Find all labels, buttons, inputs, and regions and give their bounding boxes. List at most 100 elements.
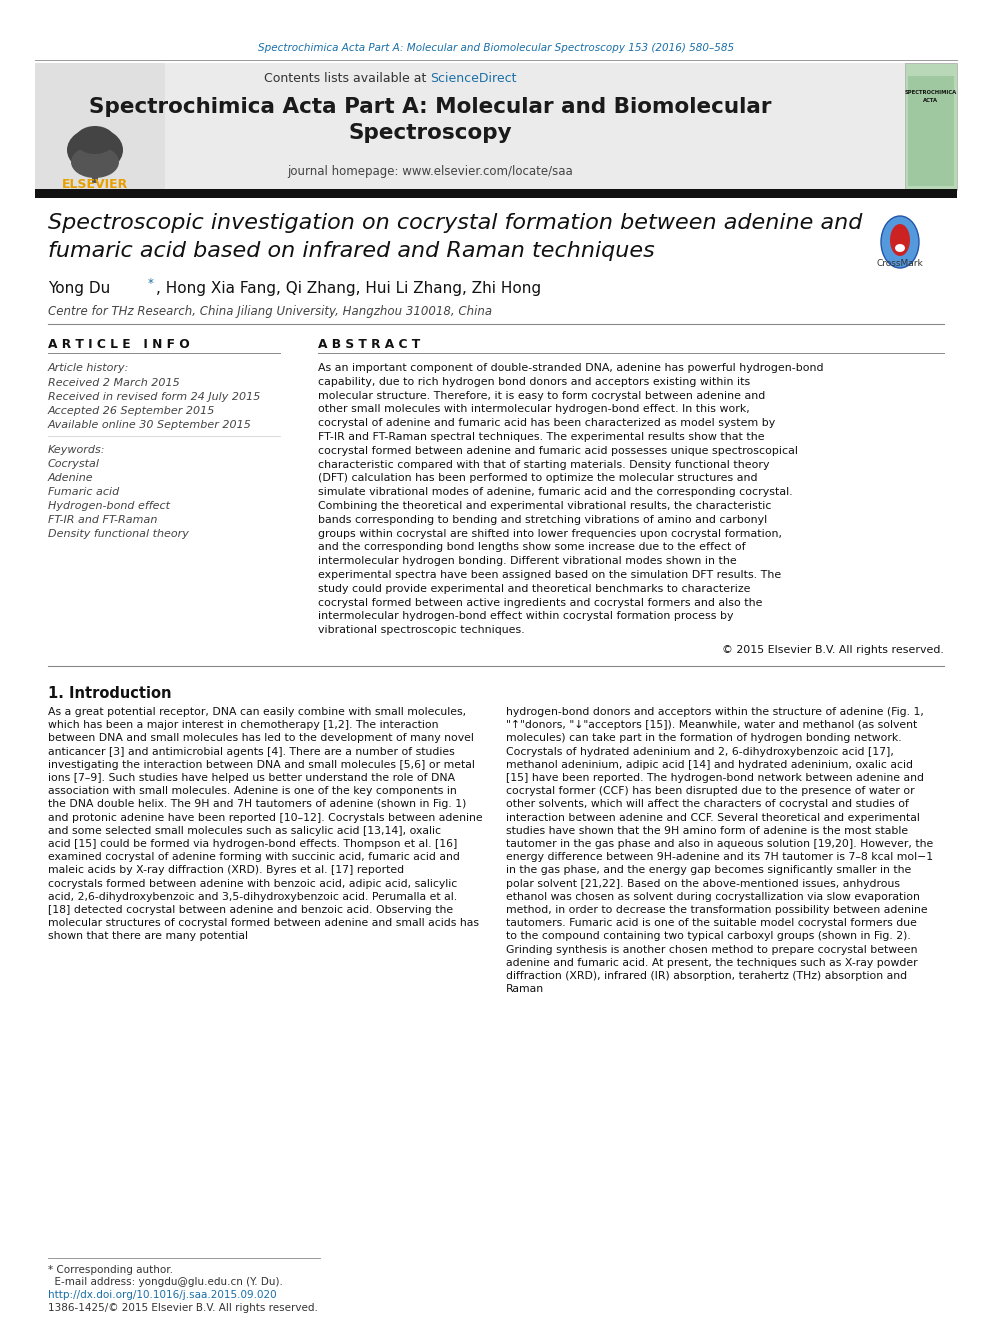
Text: ethanol was chosen as solvent during cocrystallization via slow evaporation: ethanol was chosen as solvent during coc…	[506, 892, 920, 902]
Text: cocrystal formed between adenine and fumaric acid possesses unique spectroscopic: cocrystal formed between adenine and fum…	[318, 446, 798, 456]
Text: journal homepage: www.elsevier.com/locate/saa: journal homepage: www.elsevier.com/locat…	[287, 165, 572, 179]
Text: cocrystal former (CCF) has been disrupted due to the presence of water or: cocrystal former (CCF) has been disrupte…	[506, 786, 915, 796]
Text: Cocrystal: Cocrystal	[48, 459, 100, 468]
Text: energy difference between 9H-adenine and its 7H tautomer is 7–8 kcal mol−1: energy difference between 9H-adenine and…	[506, 852, 933, 863]
Text: characteristic compared with that of starting materials. Density functional theo: characteristic compared with that of sta…	[318, 459, 770, 470]
Text: acid [15] could be formed via hydrogen-bond effects. Thompson et al. [16]: acid [15] could be formed via hydrogen-b…	[48, 839, 457, 849]
Text: (DFT) calculation has been performed to optimize the molecular structures and: (DFT) calculation has been performed to …	[318, 474, 758, 483]
Ellipse shape	[71, 146, 119, 179]
Text: Fumaric acid: Fumaric acid	[48, 487, 119, 497]
Text: Hydrogen-bond effect: Hydrogen-bond effect	[48, 501, 170, 511]
Text: A B S T R A C T: A B S T R A C T	[318, 337, 421, 351]
Text: Received 2 March 2015: Received 2 March 2015	[48, 378, 180, 388]
Text: experimental spectra have been assigned based on the simulation DFT results. The: experimental spectra have been assigned …	[318, 570, 782, 579]
Text: maleic acids by X-ray diffraction (XRD). Byres et al. [17] reported: maleic acids by X-ray diffraction (XRD).…	[48, 865, 404, 876]
Text: Article history:: Article history:	[48, 363, 129, 373]
Text: tautomers. Fumaric acid is one of the suitable model cocrystal formers due: tautomers. Fumaric acid is one of the su…	[506, 918, 917, 929]
Text: A R T I C L E   I N F O: A R T I C L E I N F O	[48, 337, 189, 351]
Ellipse shape	[67, 128, 123, 172]
Text: and some selected small molecules such as salicylic acid [13,14], oxalic: and some selected small molecules such a…	[48, 826, 441, 836]
Text: cocrystal of adenine and fumaric acid has been characterized as model system by: cocrystal of adenine and fumaric acid ha…	[318, 418, 776, 429]
Text: Keywords:: Keywords:	[48, 445, 105, 455]
Text: acid, 2,6-dihydroxybenzoic and 3,5-dihydroxybenzoic acid. Perumalla et al.: acid, 2,6-dihydroxybenzoic and 3,5-dihyd…	[48, 892, 457, 902]
Text: As an important component of double-stranded DNA, adenine has powerful hydrogen-: As an important component of double-stra…	[318, 363, 823, 373]
Text: Spectrochimica Acta Part A: Molecular and Biomolecular Spectroscopy 153 (2016) 5: Spectrochimica Acta Part A: Molecular an…	[258, 44, 734, 53]
Text: association with small molecules. Adenine is one of the key components in: association with small molecules. Adenin…	[48, 786, 456, 796]
Text: study could provide experimental and theoretical benchmarks to characterize: study could provide experimental and the…	[318, 583, 751, 594]
Text: SPECTROCHIMICA: SPECTROCHIMICA	[905, 90, 957, 94]
Text: Adenine: Adenine	[48, 474, 93, 483]
Text: investigating the interaction between DNA and small molecules [5,6] or metal: investigating the interaction between DN…	[48, 759, 475, 770]
Text: , Hong Xia Fang, Qi Zhang, Hui Li Zhang, Zhi Hong: , Hong Xia Fang, Qi Zhang, Hui Li Zhang,…	[156, 280, 541, 295]
Text: intermolecular hydrogen bonding. Different vibrational modes shown in the: intermolecular hydrogen bonding. Differe…	[318, 556, 737, 566]
Text: Combining the theoretical and experimental vibrational results, the characterist: Combining the theoretical and experiment…	[318, 501, 772, 511]
Text: between DNA and small molecules has led to the development of many novel: between DNA and small molecules has led …	[48, 733, 474, 744]
Ellipse shape	[75, 126, 115, 153]
Bar	[92, 165, 98, 183]
Text: intermolecular hydrogen-bond effect within cocrystal formation process by: intermolecular hydrogen-bond effect with…	[318, 611, 733, 622]
Text: Density functional theory: Density functional theory	[48, 529, 188, 538]
Text: molecules) can take part in the formation of hydrogen bonding network.: molecules) can take part in the formatio…	[506, 733, 902, 744]
Text: molecular structures of cocrystal formed between adenine and small acids has: molecular structures of cocrystal formed…	[48, 918, 479, 929]
Text: studies have shown that the 9H amino form of adenine is the most stable: studies have shown that the 9H amino for…	[506, 826, 908, 836]
Text: ELSEVIER: ELSEVIER	[62, 179, 128, 192]
Text: capability, due to rich hydrogen bond donors and acceptors existing within its: capability, due to rich hydrogen bond do…	[318, 377, 750, 386]
Text: ions [7–9]. Such studies have helped us better understand the role of DNA: ions [7–9]. Such studies have helped us …	[48, 773, 455, 783]
Ellipse shape	[881, 216, 919, 269]
Text: to the compound containing two typical carboxyl groups (shown in Fig. 2).: to the compound containing two typical c…	[506, 931, 911, 942]
Text: CrossMark: CrossMark	[877, 259, 924, 269]
Text: ScienceDirect: ScienceDirect	[430, 73, 517, 86]
Text: method, in order to decrease the transformation possibility between adenine: method, in order to decrease the transfo…	[506, 905, 928, 916]
Text: Centre for THz Research, China Jiliang University, Hangzhou 310018, China: Centre for THz Research, China Jiliang U…	[48, 306, 492, 319]
Text: cocrystals formed between adenine with benzoic acid, adipic acid, salicylic: cocrystals formed between adenine with b…	[48, 878, 457, 889]
Text: 1386-1425/© 2015 Elsevier B.V. All rights reserved.: 1386-1425/© 2015 Elsevier B.V. All right…	[48, 1303, 317, 1312]
Text: ACTA: ACTA	[924, 98, 938, 102]
Text: polar solvent [21,22]. Based on the above-mentioned issues, anhydrous: polar solvent [21,22]. Based on the abov…	[506, 878, 900, 889]
Text: molecular structure. Therefore, it is easy to form cocrystal between adenine and: molecular structure. Therefore, it is ea…	[318, 390, 765, 401]
Text: simulate vibrational modes of adenine, fumaric acid and the corresponding cocrys: simulate vibrational modes of adenine, f…	[318, 487, 793, 497]
Ellipse shape	[895, 243, 905, 251]
Bar	[908, 75, 954, 187]
Text: groups within cocrystal are shifted into lower frequencies upon cocrystal format: groups within cocrystal are shifted into…	[318, 529, 782, 538]
Bar	[35, 189, 957, 198]
Text: in the gas phase, and the energy gap becomes significantly smaller in the: in the gas phase, and the energy gap bec…	[506, 865, 912, 876]
Text: Available online 30 September 2015: Available online 30 September 2015	[48, 419, 252, 430]
Text: © 2015 Elsevier B.V. All rights reserved.: © 2015 Elsevier B.V. All rights reserved…	[722, 646, 944, 655]
Text: other small molecules with intermolecular hydrogen-bond effect. In this work,: other small molecules with intermolecula…	[318, 405, 750, 414]
Ellipse shape	[890, 224, 910, 255]
Text: vibrational spectroscopic techniques.: vibrational spectroscopic techniques.	[318, 626, 525, 635]
Text: [15] have been reported. The hydrogen-bond network between adenine and: [15] have been reported. The hydrogen-bo…	[506, 773, 924, 783]
Text: Accepted 26 September 2015: Accepted 26 September 2015	[48, 406, 215, 415]
Text: and protonic adenine have been reported [10–12]. Cocrystals between adenine: and protonic adenine have been reported …	[48, 812, 483, 823]
Text: As a great potential receptor, DNA can easily combine with small molecules,: As a great potential receptor, DNA can e…	[48, 706, 466, 717]
Text: Spectroscopic investigation on cocrystal formation between adenine and
fumaric a: Spectroscopic investigation on cocrystal…	[48, 213, 862, 261]
Text: Raman: Raman	[506, 984, 545, 994]
Text: methanol adeninium, adipic acid [14] and hydrated adeninium, oxalic acid: methanol adeninium, adipic acid [14] and…	[506, 759, 913, 770]
Text: Contents lists available at: Contents lists available at	[264, 73, 430, 86]
Text: interaction between adenine and CCF. Several theoretical and experimental: interaction between adenine and CCF. Sev…	[506, 812, 920, 823]
Text: Received in revised form 24 July 2015: Received in revised form 24 July 2015	[48, 392, 260, 402]
Text: anticancer [3] and antimicrobial agents [4]. There are a number of studies: anticancer [3] and antimicrobial agents …	[48, 746, 454, 757]
Text: hydrogen-bond donors and acceptors within the structure of adenine (Fig. 1,: hydrogen-bond donors and acceptors withi…	[506, 706, 924, 717]
Text: Spectrochimica Acta Part A: Molecular and Biomolecular
Spectroscopy: Spectrochimica Acta Part A: Molecular an…	[88, 97, 771, 143]
Text: shown that there are many potential: shown that there are many potential	[48, 931, 248, 942]
Text: E-mail address: yongdu@glu.edu.cn (Y. Du).: E-mail address: yongdu@glu.edu.cn (Y. Du…	[48, 1277, 283, 1287]
Text: bands corresponding to bending and stretching vibrations of amino and carbonyl: bands corresponding to bending and stret…	[318, 515, 767, 525]
Bar	[35, 64, 957, 191]
Text: Grinding synthesis is another chosen method to prepare cocrystal between: Grinding synthesis is another chosen met…	[506, 945, 918, 955]
Text: cocrystal formed between active ingredients and cocrystal formers and also the: cocrystal formed between active ingredie…	[318, 598, 763, 607]
Text: adenine and fumaric acid. At present, the techniques such as X-ray powder: adenine and fumaric acid. At present, th…	[506, 958, 918, 968]
Text: *: *	[148, 278, 154, 291]
Text: which has been a major interest in chemotherapy [1,2]. The interaction: which has been a major interest in chemo…	[48, 720, 438, 730]
Text: diffraction (XRD), infrared (IR) absorption, terahertz (THz) absorption and: diffraction (XRD), infrared (IR) absorpt…	[506, 971, 907, 980]
Text: tautomer in the gas phase and also in aqueous solution [19,20]. However, the: tautomer in the gas phase and also in aq…	[506, 839, 933, 849]
Text: and the corresponding bond lengths show some increase due to the effect of: and the corresponding bond lengths show …	[318, 542, 746, 553]
Text: "↑"donors, "↓"acceptors [15]). Meanwhile, water and methanol (as solvent: "↑"donors, "↓"acceptors [15]). Meanwhile…	[506, 720, 918, 730]
Text: other solvents, which will affect the characters of cocrystal and studies of: other solvents, which will affect the ch…	[506, 799, 909, 810]
Text: FT-IR and FT-Raman: FT-IR and FT-Raman	[48, 515, 158, 525]
Text: the DNA double helix. The 9H and 7H tautomers of adenine (shown in Fig. 1): the DNA double helix. The 9H and 7H taut…	[48, 799, 466, 810]
Bar	[35, 64, 165, 191]
Text: http://dx.doi.org/10.1016/j.saa.2015.09.020: http://dx.doi.org/10.1016/j.saa.2015.09.…	[48, 1290, 277, 1301]
Text: Cocrystals of hydrated adeninium and 2, 6-dihydroxybenzoic acid [17],: Cocrystals of hydrated adeninium and 2, …	[506, 746, 894, 757]
Text: Yong Du: Yong Du	[48, 280, 115, 295]
